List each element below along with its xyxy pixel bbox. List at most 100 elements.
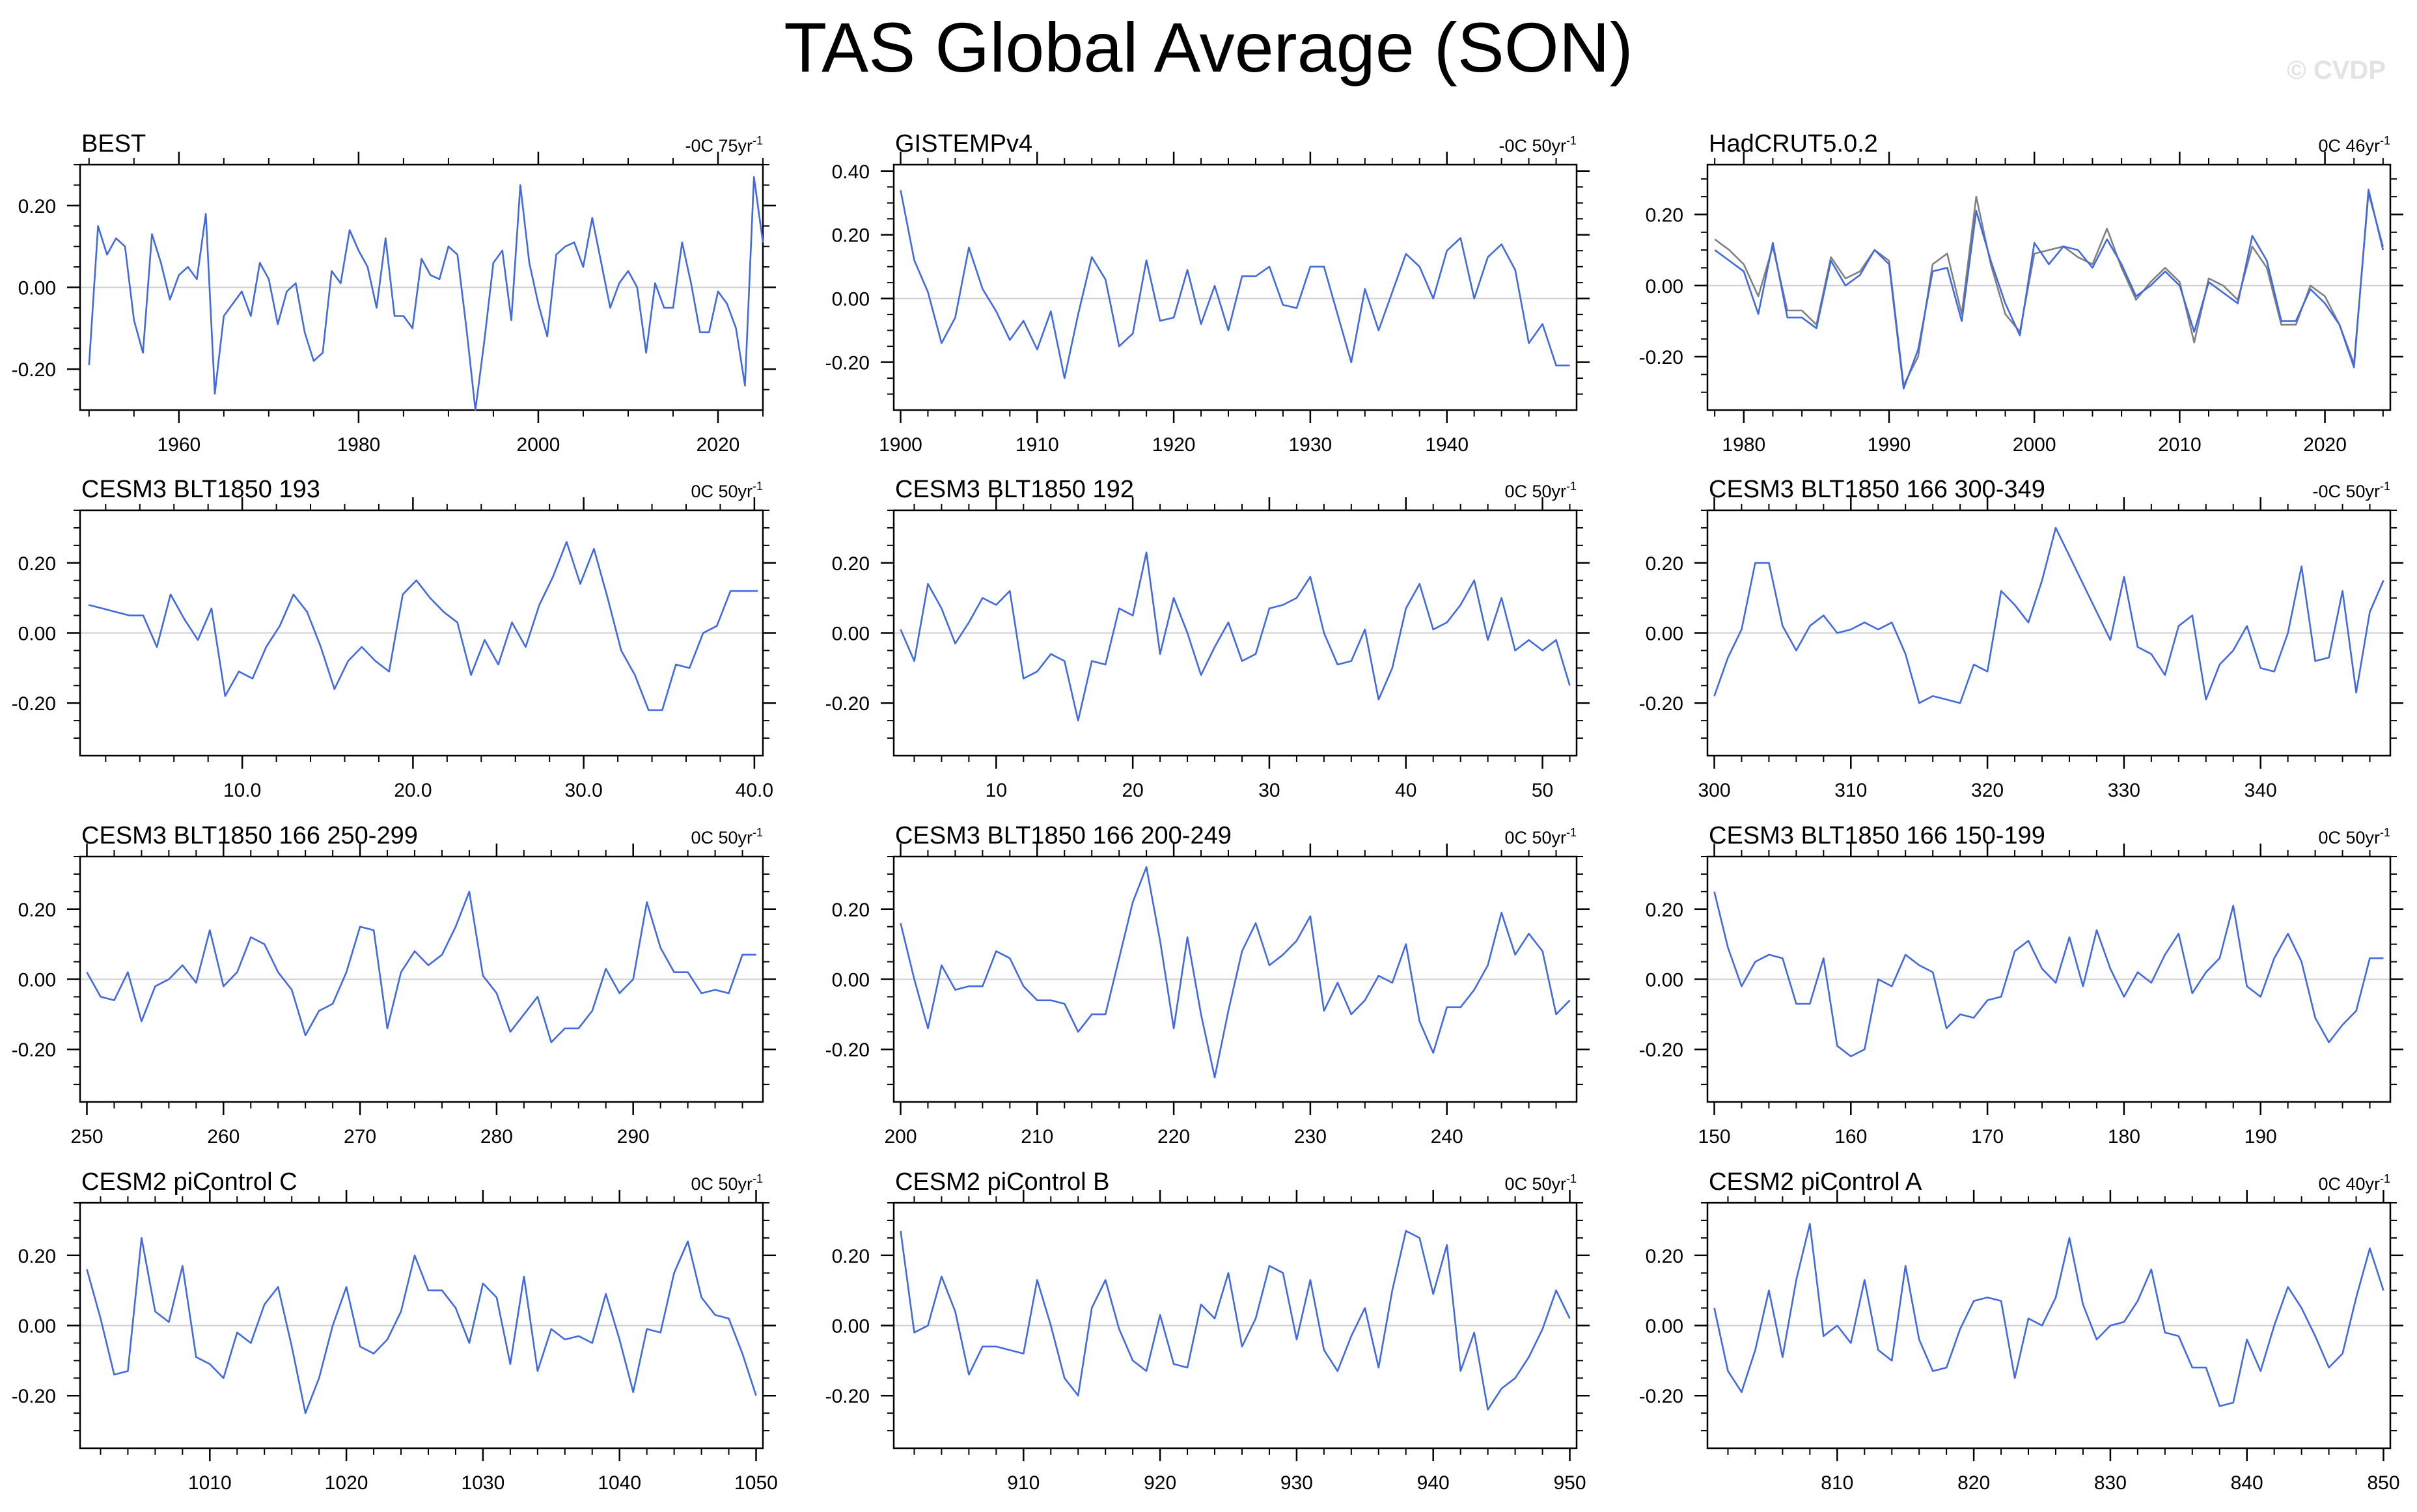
series-line xyxy=(1713,1223,2384,1407)
series-line xyxy=(1714,188,2384,390)
x-tick-label: 850 xyxy=(2367,1472,2399,1494)
y-tick-label: -0.20 xyxy=(825,1039,870,1061)
panel-title: CESM3 BLT1850 166 200-249 xyxy=(895,822,1232,849)
figure-title: TAS Global Average (SON) xyxy=(784,8,1633,87)
x-tick-label: 920 xyxy=(1144,1472,1176,1494)
plot-frame xyxy=(892,163,1578,411)
y-tick-label: -0.20 xyxy=(12,1386,56,1407)
x-tick-label: 1980 xyxy=(1722,434,1765,456)
x-tick-label: 840 xyxy=(2231,1472,2263,1494)
panel-title: CESM2 piControl A xyxy=(1709,1168,1922,1196)
y-tick-label: 0.00 xyxy=(1646,624,1683,645)
panel-5: CESM3 BLT1850 192 0C 50yr-1 10 20 30 40 50 -0.2… xyxy=(825,476,1590,801)
trend-label: 0C 50yr-1 xyxy=(691,1172,763,1194)
x-tick-label: 1930 xyxy=(1289,434,1333,456)
y-tick-label: 0.00 xyxy=(832,1316,870,1338)
panel-1: BEST -0C 75yr-1 1960 1980 2000 2020 -0.20 0.00 0… xyxy=(12,130,776,456)
y-tick-label: 0.20 xyxy=(832,900,870,921)
y-tick-label: 0.40 xyxy=(832,161,870,183)
x-tick-label: 30 xyxy=(1258,780,1280,801)
panel-title: GISTEMPv4 xyxy=(895,130,1032,158)
x-tick-label: 930 xyxy=(1280,1472,1313,1494)
panel-title: CESM3 BLT1850 166 150-199 xyxy=(1709,822,2045,849)
x-tick-label: 30.0 xyxy=(564,780,602,801)
y-tick-label: -0.20 xyxy=(1639,693,1683,715)
trend-label: -0C 50yr-1 xyxy=(2312,480,2390,501)
x-tick-label: 170 xyxy=(1971,1126,2004,1148)
panel-11: CESM2 piControl B 0C 50yr-1 910 920 930 940 95… xyxy=(825,1168,1590,1494)
panel-title: CESM2 piControl B xyxy=(895,1168,1109,1196)
y-tick-label: 0.20 xyxy=(18,1246,56,1267)
x-tick-label: 50 xyxy=(1532,780,1553,801)
y-tick-label: 0.20 xyxy=(832,225,870,247)
y-tick-label: 0.00 xyxy=(1646,970,1683,991)
series-line xyxy=(88,176,764,411)
series-line xyxy=(900,551,1571,722)
y-tick-label: 0.00 xyxy=(18,970,56,991)
y-tick-label: 0.00 xyxy=(832,289,870,310)
x-tick-label: 190 xyxy=(2244,1126,2277,1148)
x-tick-label: 40.0 xyxy=(736,780,773,801)
x-tick-label: 1900 xyxy=(879,434,922,456)
panel-title: CESM3 BLT1850 193 xyxy=(81,476,320,503)
x-tick-label: 1990 xyxy=(1868,434,1911,456)
x-tick-label: 20.0 xyxy=(394,780,432,801)
x-tick-label: 2020 xyxy=(697,434,740,456)
copyright-watermark: © CVDP xyxy=(2287,56,2386,85)
y-tick-label: 0.20 xyxy=(18,196,56,217)
panel-title: CESM3 BLT1850 166 300-349 xyxy=(1709,476,2045,503)
x-tick-label: 1050 xyxy=(734,1472,778,1494)
x-tick-label: 1020 xyxy=(325,1472,368,1494)
x-tick-label: 180 xyxy=(2108,1126,2140,1148)
panel-8: CESM3 BLT1850 166 200-249 0C 50yr-1 200 210… xyxy=(825,822,1590,1148)
x-tick-label: 210 xyxy=(1021,1126,1053,1148)
x-tick-label: 200 xyxy=(884,1126,917,1148)
trend-label: 0C 50yr-1 xyxy=(1504,826,1577,847)
y-tick-label: -0.20 xyxy=(825,1386,870,1407)
x-tick-label: 1040 xyxy=(598,1472,641,1494)
series-line xyxy=(900,1230,1571,1411)
x-tick-label: 1960 xyxy=(157,434,200,456)
trend-label: -0C 75yr-1 xyxy=(685,134,763,156)
x-tick-label: 270 xyxy=(344,1126,376,1148)
trend-label: -0C 50yr-1 xyxy=(1499,134,1577,156)
x-tick-label: 1910 xyxy=(1015,434,1059,456)
x-tick-label: 340 xyxy=(2244,780,2277,801)
y-tick-label: 0.00 xyxy=(1646,1316,1683,1338)
y-tick-label: 0.00 xyxy=(832,624,870,645)
panel-2: GISTEMPv4 -0C 50yr-1 1900 1910 1920 1930 1940 -… xyxy=(825,130,1590,456)
x-tick-label: 2000 xyxy=(2013,434,2056,456)
x-tick-label: 220 xyxy=(1157,1126,1190,1148)
x-tick-label: 2010 xyxy=(2158,434,2202,456)
plot-frame xyxy=(1706,163,2392,411)
y-tick-label: -0.20 xyxy=(825,353,870,374)
panel-12: CESM2 piControl A 0C 40yr-1 810 820 830 840 85… xyxy=(1639,1168,2403,1494)
x-tick-label: 940 xyxy=(1417,1472,1450,1494)
series-line xyxy=(1713,891,2384,1058)
y-tick-label: 0.20 xyxy=(1646,553,1683,575)
y-tick-label: 0.20 xyxy=(832,1246,870,1267)
y-tick-label: 0.20 xyxy=(18,900,56,921)
x-tick-label: 810 xyxy=(1821,1472,1853,1494)
x-tick-label: 280 xyxy=(480,1126,513,1148)
x-tick-label: 300 xyxy=(1698,780,1730,801)
x-tick-label: 20 xyxy=(1122,780,1143,801)
panel-title: CESM2 piControl C xyxy=(81,1168,297,1196)
x-tick-label: 40 xyxy=(1395,780,1416,801)
x-tick-label: 10 xyxy=(986,780,1007,801)
series-line xyxy=(1713,527,2384,704)
x-tick-label: 10.0 xyxy=(223,780,261,801)
x-tick-label: 250 xyxy=(70,1126,103,1148)
y-tick-label: 0.20 xyxy=(1646,204,1683,226)
x-tick-label: 820 xyxy=(1957,1472,1990,1494)
panel-4: CESM3 BLT1850 193 0C 50yr-1 10.0 20.0 30.0 40… xyxy=(12,476,776,801)
panel-9: CESM3 BLT1850 166 150-199 0C 50yr-1 150 160… xyxy=(1639,822,2403,1148)
panel-title: CESM3 BLT1850 192 xyxy=(895,476,1134,503)
series-line xyxy=(86,890,756,1043)
y-tick-label: 0.00 xyxy=(1646,276,1683,297)
trend-label: 0C 50yr-1 xyxy=(1504,480,1577,501)
trend-label: 0C 50yr-1 xyxy=(691,826,763,847)
x-tick-label: 830 xyxy=(2094,1472,2127,1494)
x-tick-label: 310 xyxy=(1834,780,1867,801)
